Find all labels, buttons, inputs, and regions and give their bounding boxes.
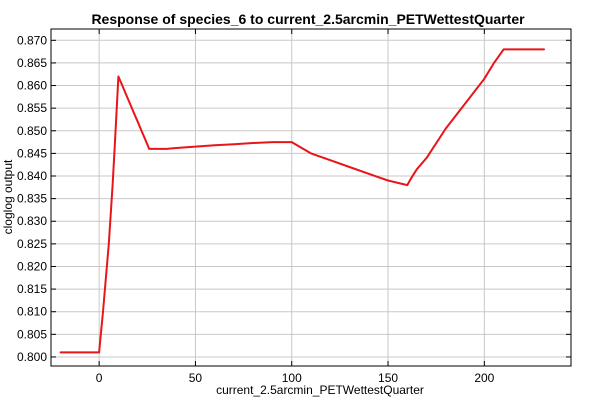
- y-tick-label: 0.830: [17, 214, 47, 228]
- axis-ticks: 0 50 100 150 200 0.800 0.805 0.810 0.815 0.820 0.8…: [17, 29, 571, 385]
- grid: [51, 29, 571, 366]
- x-axis-title: current_2.5arcmin_PETWettestQuarter: [216, 383, 424, 397]
- y-tick-label: 0.810: [17, 305, 47, 319]
- y-axis-title: cloglog output: [1, 159, 15, 234]
- response-curve: [59, 48, 545, 354]
- y-tick-label: 0.805: [17, 327, 47, 341]
- x-tick-label: 100: [282, 371, 302, 385]
- chart-title: Response of species_6 to current_2.5arcm…: [91, 11, 525, 27]
- y-tick-label: 0.850: [17, 124, 47, 138]
- y-tick-label: 0.800: [17, 350, 47, 364]
- series-layer: [59, 48, 545, 354]
- x-tick-label: 150: [378, 371, 398, 385]
- x-tick-label: 200: [474, 371, 494, 385]
- y-tick-label: 0.845: [17, 146, 47, 160]
- y-tick-label: 0.815: [17, 282, 47, 296]
- x-tick-label: 0: [96, 371, 103, 385]
- y-tick-label: 0.835: [17, 192, 47, 206]
- y-tick-label: 0.860: [17, 79, 47, 93]
- y-tick-label: 0.840: [17, 169, 47, 183]
- x-tick-label: 50: [189, 371, 203, 385]
- y-tick-label: 0.865: [17, 56, 47, 70]
- y-tick-label: 0.855: [17, 101, 47, 115]
- plot-area: [50, 28, 572, 367]
- y-tick-label: 0.820: [17, 259, 47, 273]
- y-tick-label: 0.825: [17, 237, 47, 251]
- y-tick-label: 0.870: [17, 33, 47, 47]
